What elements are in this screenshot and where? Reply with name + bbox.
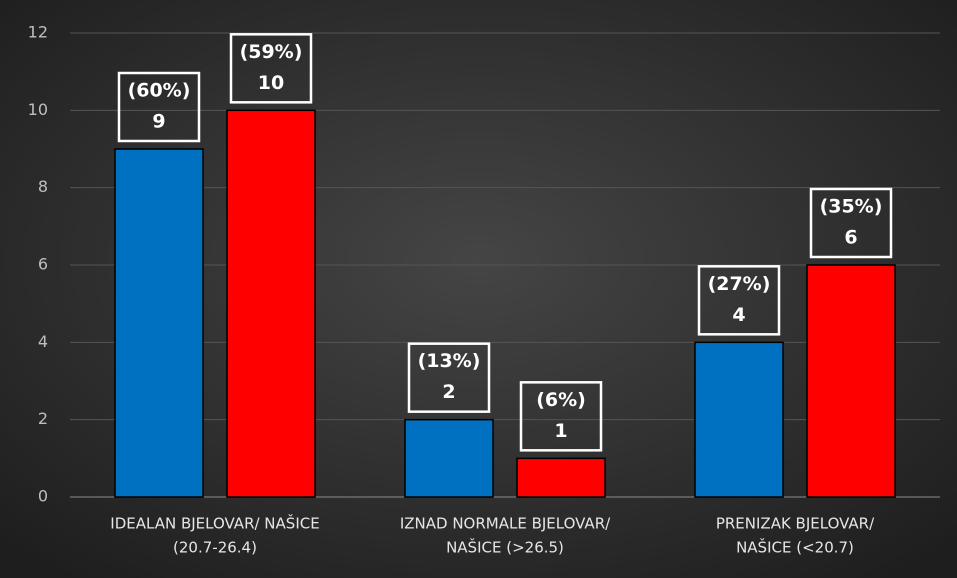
x-tick-label: NAŠICE (>26.5) (446, 538, 564, 557)
bar (516, 457, 606, 498)
data-label-value: 4 (732, 304, 745, 326)
data-label-box (229, 33, 313, 104)
x-tick-label: NAŠICE (<20.7) (736, 538, 854, 557)
data-label-percent: (59%) (240, 41, 303, 63)
bar (694, 341, 784, 498)
x-tick-label: PRENIZAK BJELOVAR/ (716, 515, 875, 533)
y-tick-label: 8 (38, 177, 48, 196)
data-label-box (519, 381, 603, 452)
data-label-value: 9 (152, 111, 165, 133)
x-tick-label: IDEALAN BJELOVAR/ NAŠICE (110, 514, 319, 533)
data-label-box (809, 187, 893, 259)
x-tick-label: IZNAD NORMALE BJELOVAR/ (400, 515, 611, 533)
data-label-value: 1 (554, 420, 567, 442)
data-label-value: 10 (258, 72, 284, 94)
y-tick-label: 4 (38, 332, 48, 351)
data-label-percent: (27%) (708, 273, 771, 295)
bar (114, 148, 204, 498)
data-label-percent: (13%) (418, 350, 481, 372)
x-tick-label: (20.7-26.4) (173, 539, 257, 557)
data-label-percent: (60%) (128, 80, 191, 102)
y-tick-label: 12 (28, 23, 48, 42)
data-label-value: 2 (442, 381, 455, 403)
y-tick-label: 2 (38, 409, 48, 428)
bar (404, 418, 494, 498)
data-label-percent: (35%) (820, 196, 883, 218)
bar (226, 109, 316, 498)
data-label-box (407, 342, 491, 413)
y-tick-label: 0 (38, 487, 48, 506)
y-tick-label: 10 (28, 100, 48, 119)
data-label-percent: (6%) (536, 389, 586, 411)
y-tick-label: 6 (38, 255, 48, 274)
bar (806, 264, 896, 498)
data-label-value: 6 (844, 227, 857, 249)
data-label-box (697, 265, 781, 336)
data-label-box (117, 71, 201, 143)
